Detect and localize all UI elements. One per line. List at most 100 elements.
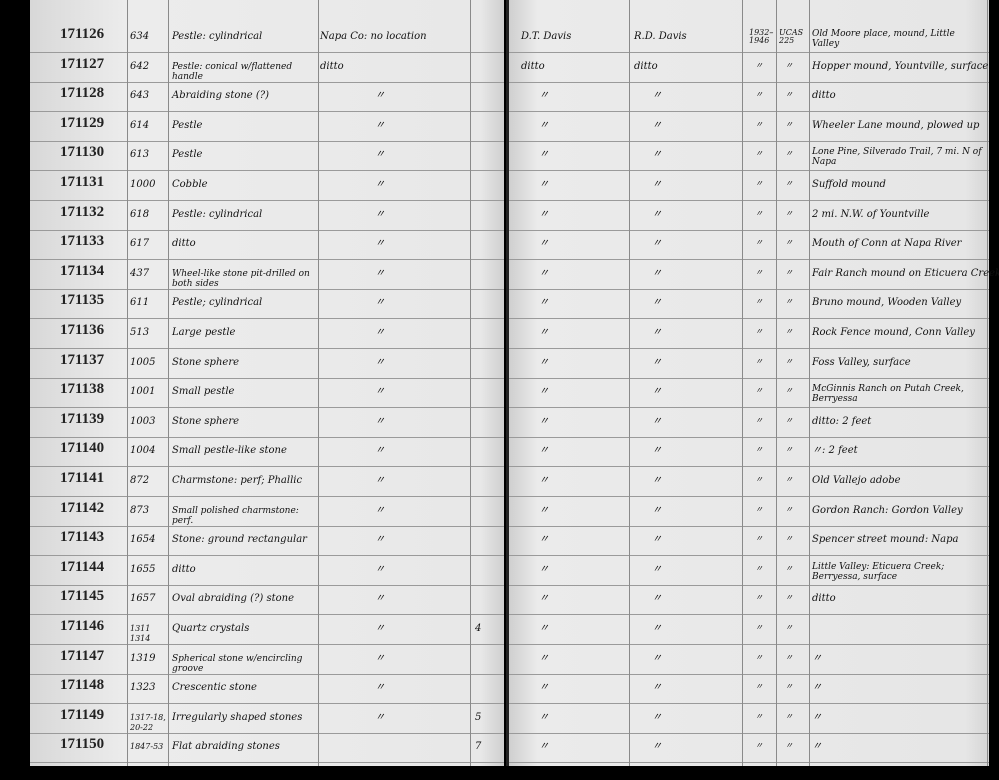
site-locality: 〃: 2 feet xyxy=(812,445,858,457)
date-range: 〃 xyxy=(755,711,763,721)
collector: 〃 xyxy=(539,475,549,486)
ledger-row: 〃 〃 〃 〃 〃 xyxy=(509,709,989,738)
ucas-reference: 〃 xyxy=(785,682,793,692)
item-count: 7 xyxy=(475,741,482,753)
date-range: 〃 xyxy=(755,356,763,366)
ruled-line xyxy=(509,496,989,497)
ledger-row: 〃 〃 〃 〃 Lone Pine, Silverado Trail, 7 mi. N … xyxy=(509,146,989,175)
donor: 〃 xyxy=(652,741,662,753)
ucas-reference: UCAS 225 xyxy=(779,28,804,45)
column-divider xyxy=(629,0,630,766)
accession-number: 617 xyxy=(130,238,150,250)
ledger-row: 〃 〃 〃 〃 ditto xyxy=(509,87,989,116)
ruled-line xyxy=(30,555,504,557)
county-locality: 〃 xyxy=(375,504,385,516)
catalog-number: 171135 xyxy=(60,292,105,309)
donor: 〃 xyxy=(652,445,662,457)
date-range: 〃 xyxy=(755,563,763,573)
ledger-row: 171137 1005 Stone sphere 〃 xyxy=(30,352,504,383)
description: Stone sphere xyxy=(172,356,240,368)
ucas-reference: 〃 xyxy=(785,356,793,366)
ucas-reference: 〃 xyxy=(785,504,793,514)
ledger-row: 〃 〃 〃 〃 Wheeler Lane mound, plowed up xyxy=(509,117,989,146)
county-locality: 〃 xyxy=(375,90,385,102)
donor: 〃 xyxy=(652,119,662,131)
description: ditto xyxy=(172,563,196,575)
ledger-row: 171138 1001 Small pestle 〃 xyxy=(30,381,504,412)
donor: 〃 xyxy=(652,267,662,279)
description: Small pestle-like stone xyxy=(172,445,287,457)
ruled-line xyxy=(509,732,989,734)
ucas-reference: 〃 xyxy=(785,475,793,484)
ucas-reference: 〃 xyxy=(785,415,793,425)
accession-number: 1000 xyxy=(130,179,156,190)
catalog-number: 171138 xyxy=(60,381,105,398)
ruled-line xyxy=(509,703,989,705)
donor: 〃 xyxy=(652,208,662,220)
ledger-row: 171128 643 Abraiding stone (?) 〃 xyxy=(30,86,504,116)
site-locality: Foss Valley, surface xyxy=(812,356,911,368)
collector: 〃 xyxy=(539,711,549,723)
ledger-row: 171150 1847-53 Flat abraiding stones 7 xyxy=(30,737,504,767)
catalog-number: 171126 xyxy=(60,26,105,42)
ruled-line xyxy=(30,259,504,261)
county-locality: 〃 xyxy=(375,652,385,664)
catalog-number: 171143 xyxy=(60,529,105,546)
date-range: 〃 xyxy=(755,119,763,129)
donor: R.D. Davis xyxy=(634,31,687,42)
ledger-row: 171148 1323 Crescentic stone 〃 xyxy=(30,678,504,708)
ruled-line xyxy=(509,614,989,616)
donor: 〃 xyxy=(652,682,662,694)
accession-number: 614 xyxy=(130,119,150,131)
description: Pestle xyxy=(172,149,203,161)
description: Quartz crystals xyxy=(172,623,250,634)
accession-number: 642 xyxy=(130,60,150,72)
ucas-reference: 〃 xyxy=(785,386,793,396)
catalog-number: 171140 xyxy=(60,440,105,457)
ruled-line xyxy=(30,200,504,201)
county-locality: 〃 xyxy=(375,327,385,338)
ruled-line xyxy=(509,318,989,320)
ledger-row: 〃 〃 〃 〃 ditto xyxy=(509,590,989,619)
county-locality: 〃 xyxy=(375,711,385,723)
ledger-row: 171141 872 Charmstone: perf; Phallic 〃 xyxy=(30,470,504,501)
date-range: 〃 xyxy=(755,90,763,100)
site-locality: Hopper mound, Yountville, surface xyxy=(812,60,989,72)
ledger-row: 171142 873 Small polished charmstone: perf… xyxy=(30,500,504,531)
collector: 〃 xyxy=(539,623,549,634)
site-locality: 2 mi. N.W. of Yountville xyxy=(812,208,930,220)
donor: 〃 xyxy=(652,534,662,546)
donor: 〃 xyxy=(652,504,662,516)
ruled-line xyxy=(509,81,989,83)
ledger-row: 〃 〃 〃 〃 McGinnis Ranch on Putah Creek, Berry… xyxy=(509,383,989,412)
ruled-line xyxy=(509,466,989,468)
ledger-row: 171144 1655 ditto 〃 xyxy=(30,559,504,590)
ledger-row: 〃 〃 〃 〃 xyxy=(509,620,989,649)
description: Large pestle xyxy=(172,327,236,338)
ledger-row: ditto ditto 〃 〃 Hopper mound, Yountville, su… xyxy=(509,58,989,87)
accession-number: 1655 xyxy=(130,563,156,575)
ledger-row: 171136 513 Large pestle 〃 xyxy=(30,323,504,353)
donor: 〃 xyxy=(652,711,662,723)
donor: 〃 xyxy=(652,356,662,368)
collector: ditto xyxy=(521,60,545,72)
county-locality: 〃 xyxy=(375,445,385,457)
description: Charmstone: perf; Phallic xyxy=(172,475,303,486)
date-range: 〃 xyxy=(755,445,763,455)
item-count: 4 xyxy=(475,623,482,634)
donor: 〃 xyxy=(652,563,662,575)
column-divider xyxy=(742,0,743,766)
donor: 〃 xyxy=(652,179,662,190)
collector: 〃 xyxy=(539,741,549,753)
description: Pestle; cylindrical xyxy=(172,297,263,309)
ruled-line xyxy=(509,170,989,172)
catalog-number: 171141 xyxy=(60,470,105,486)
date-range: 〃 xyxy=(755,652,763,662)
county-locality: 〃 xyxy=(375,593,385,605)
ledger-row: 171143 1654 Stone: ground rectangular 〃 xyxy=(30,529,504,560)
ruled-line xyxy=(509,200,989,201)
ucas-reference: 〃 xyxy=(785,90,793,100)
collector: 〃 xyxy=(539,208,549,220)
ucas-reference: 〃 xyxy=(785,267,793,277)
catalog-number: 171145 xyxy=(60,588,105,605)
